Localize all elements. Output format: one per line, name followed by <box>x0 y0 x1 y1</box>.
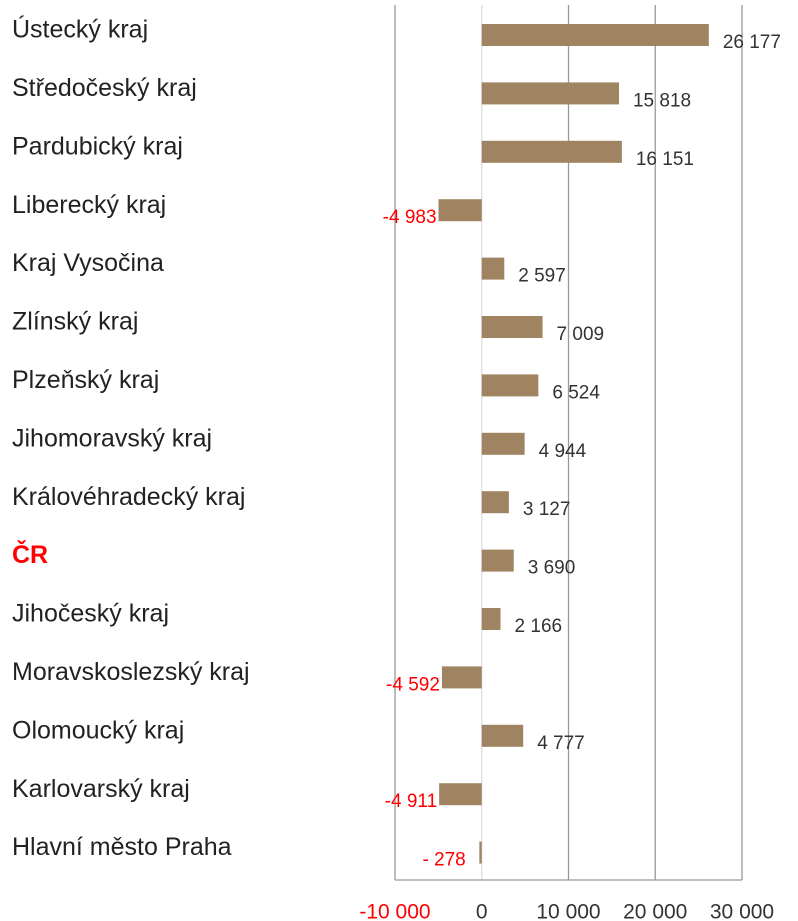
value-label: 6 524 <box>552 382 600 403</box>
category-label: Plzeňský kraj <box>12 366 159 394</box>
value-label: 2 597 <box>518 266 566 287</box>
bar <box>481 257 505 280</box>
x-tick-label: -10 000 <box>359 901 430 921</box>
bar <box>481 549 514 572</box>
bar <box>479 841 482 864</box>
bar <box>481 140 622 163</box>
category-label: Liberecký kraj <box>12 191 166 219</box>
bar <box>481 374 539 397</box>
category-label: Jihočeský kraj <box>12 600 169 628</box>
value-label: 3 127 <box>523 499 571 520</box>
bar <box>481 608 501 630</box>
category-label: Kraj Vysočina <box>12 249 164 277</box>
value-label: 2 166 <box>515 616 563 637</box>
category-label: Středočeský kraj <box>12 74 197 102</box>
bar <box>481 316 543 338</box>
category-label: Zlínský kraj <box>12 308 138 336</box>
bar <box>481 432 525 455</box>
x-tick-label: 10 000 <box>536 901 600 921</box>
value-label: -4 592 <box>386 674 440 695</box>
category-label: Hlavní město Praha <box>12 833 232 861</box>
value-label: 15 818 <box>633 90 691 111</box>
category-label: ČR <box>12 539 48 569</box>
x-tick-label: 0 <box>476 901 488 921</box>
value-label: 3 690 <box>528 558 576 579</box>
value-label: -4 911 <box>385 791 437 812</box>
category-label: Pardubický kraj <box>12 132 183 160</box>
bar <box>481 724 524 747</box>
bar <box>441 666 482 689</box>
category-label: Moravskoslezský kraj <box>12 658 250 686</box>
category-label: Královéhradecký kraj <box>12 483 245 511</box>
value-label: 7 009 <box>557 324 605 345</box>
value-label: 26 177 <box>723 32 781 53</box>
bar <box>439 783 482 806</box>
bar <box>481 491 509 514</box>
category-label: Olomoucký kraj <box>12 716 184 744</box>
value-label: 16 151 <box>636 149 694 170</box>
value-label: - 278 <box>422 850 465 871</box>
value-label: -4 983 <box>383 207 437 228</box>
value-label: 4 944 <box>539 441 587 462</box>
x-tick-label: 20 000 <box>623 901 687 921</box>
bar <box>481 82 619 105</box>
category-label: Jihomoravský kraj <box>12 424 212 452</box>
bar <box>481 24 709 46</box>
value-label: 4 777 <box>537 733 585 754</box>
category-label: Ústecký kraj <box>12 15 148 44</box>
x-tick-label: 30 000 <box>710 901 774 921</box>
category-label: Karlovarský kraj <box>12 775 190 803</box>
bar <box>438 199 482 222</box>
